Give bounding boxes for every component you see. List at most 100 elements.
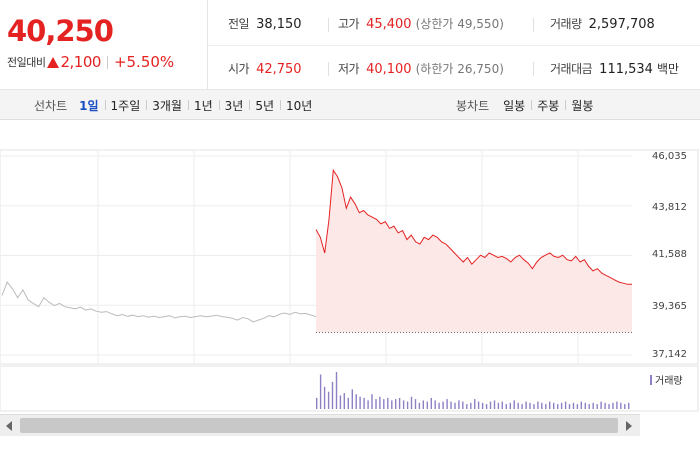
change-label: 전일대비 xyxy=(7,56,46,69)
line-chart-label: 선차트 xyxy=(34,98,68,113)
volume-panel-frame xyxy=(0,365,699,412)
period-10y[interactable]: 10년 xyxy=(280,97,318,114)
price-chart xyxy=(0,149,699,412)
lower-limit: (하한가 26,750) xyxy=(415,62,504,76)
volume-bar xyxy=(604,402,606,409)
volume-bar xyxy=(351,389,353,409)
change-divider xyxy=(106,55,108,69)
stat-value: 2,597,708 xyxy=(588,17,655,32)
volume-bar xyxy=(584,402,586,409)
volume-bar xyxy=(545,404,547,409)
divider xyxy=(328,18,329,32)
period-3m[interactable]: 3개월 xyxy=(146,97,188,114)
volume-bar xyxy=(612,402,614,409)
volume-bar xyxy=(557,404,559,409)
period-5y[interactable]: 5년 xyxy=(249,97,280,114)
volume-bar xyxy=(628,402,630,409)
volume-bar xyxy=(375,399,377,409)
stat-label: 거래대금 xyxy=(550,62,593,76)
period-1y[interactable]: 1년 xyxy=(187,97,219,114)
stat-label: 고가 xyxy=(338,17,360,31)
volume-bar xyxy=(395,399,397,409)
y-tick-label: 37,142 xyxy=(652,349,687,360)
volume-bar xyxy=(580,401,582,409)
stat-value: 111,534 xyxy=(599,62,653,77)
stat-volume: 거래량 2,597,708 xyxy=(550,15,655,32)
volume-bar xyxy=(509,402,511,409)
volume-bar xyxy=(466,404,468,409)
volume-bar xyxy=(608,404,610,409)
change-value: 2,100 xyxy=(60,53,101,71)
volume-bar xyxy=(383,399,385,409)
y-tick-label: 41,588 xyxy=(652,249,687,260)
upper-limit: (상한가 49,550) xyxy=(415,17,504,31)
volume-bar xyxy=(367,400,369,409)
up-triangle-icon xyxy=(47,56,60,68)
volume-bar xyxy=(572,402,575,409)
volume-bar xyxy=(485,404,488,409)
prev-day-series-line xyxy=(1,281,317,323)
period-1w[interactable]: 1주일 xyxy=(104,97,147,114)
chart-area: 46,035 43,812 41,588 39,365 37,142 거래량 xyxy=(0,120,700,440)
period-3y[interactable]: 3년 xyxy=(218,97,250,114)
stat-label: 거래량 xyxy=(550,17,582,31)
volume-bar xyxy=(477,401,480,409)
volume-bar xyxy=(402,400,405,409)
candle-monthly[interactable]: 월봉 xyxy=(565,97,599,114)
period-1d[interactable]: 1일 xyxy=(79,98,99,113)
volume-bar xyxy=(410,396,413,409)
volume-bar xyxy=(600,401,602,409)
volume-bar xyxy=(529,402,531,409)
candle-daily[interactable]: 일봉 xyxy=(503,98,526,113)
y-tick-label: 43,812 xyxy=(652,202,687,213)
volume-bar xyxy=(426,401,428,409)
volume-bar xyxy=(489,401,492,409)
volume-bar xyxy=(418,402,421,409)
volume-bar xyxy=(541,402,543,409)
candle-weekly[interactable]: 주봉 xyxy=(531,97,565,114)
chart-scrollbar[interactable] xyxy=(0,414,640,436)
volume-bar xyxy=(438,402,440,409)
stat-value: 42,750 xyxy=(256,62,302,77)
price-summary: 40,250 전일대비 2,100 +5.50% 전일 38,150 고가 45… xyxy=(0,0,700,90)
volume-bar xyxy=(501,401,503,409)
volume-bar xyxy=(497,402,500,409)
volume-legend-label: 거래량 xyxy=(655,376,683,387)
stat-label: 저가 xyxy=(338,62,360,76)
chart-toolbar: 선차트 1일 1주일 3개월 1년 3년 5년 10년 봉차트 일봉 주봉 월봉 xyxy=(0,90,700,120)
volume-bar xyxy=(430,397,432,409)
volume-bar xyxy=(446,399,448,409)
scroll-right-icon[interactable] xyxy=(626,421,632,431)
today-series-line xyxy=(315,168,632,285)
volume-bar xyxy=(414,399,417,409)
volume-bar xyxy=(493,400,496,409)
volume-bar xyxy=(319,374,322,409)
volume-bar xyxy=(564,401,567,409)
stat-trade-value: 거래대금 111,534 백만 xyxy=(550,60,679,77)
volume-bar xyxy=(596,404,598,409)
scroll-thumb[interactable] xyxy=(20,418,618,433)
volume-bar xyxy=(335,372,338,409)
stat-unit: 백만 xyxy=(656,62,680,76)
line-chart-periods: 선차트 1일 1주일 3개월 1년 3년 5년 10년 xyxy=(34,90,318,120)
volume-bar xyxy=(343,393,345,409)
candle-chart-label: 봉차트 xyxy=(456,98,490,113)
row-divider xyxy=(208,45,700,46)
volume-bar xyxy=(406,401,409,409)
volume-bar xyxy=(327,391,330,409)
volume-bar xyxy=(316,397,318,409)
volume-bar xyxy=(450,401,452,409)
volume-bar xyxy=(560,402,563,409)
volume-bar xyxy=(379,396,381,409)
current-price: 40,250 xyxy=(7,14,114,48)
change-row: 전일대비 2,100 +5.50% xyxy=(7,53,174,71)
stat-open: 시가 42,750 xyxy=(228,60,302,77)
scroll-left-icon[interactable] xyxy=(6,421,12,431)
stat-label: 시가 xyxy=(228,62,250,76)
volume-bar xyxy=(588,404,590,409)
volume-bar xyxy=(549,401,551,409)
volume-bar xyxy=(363,397,365,409)
current-price-box: 40,250 전일대비 2,100 +5.50% xyxy=(0,0,208,90)
volume-bar xyxy=(371,394,373,409)
